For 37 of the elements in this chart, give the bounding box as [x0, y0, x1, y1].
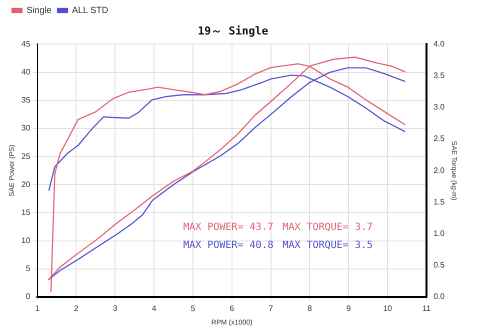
- x-tick-label: 8: [308, 304, 312, 314]
- y-tick-label: 35: [21, 96, 31, 105]
- y2-tick-label: 0.0: [433, 292, 446, 302]
- y-tick-label: 20: [21, 180, 31, 189]
- annotation: MAX POWER= 43.7: [183, 222, 274, 234]
- y2-tick-label: 1.0: [433, 229, 446, 238]
- y-tick-label: 5: [26, 264, 31, 274]
- chart-title: 19～ Single: [198, 24, 269, 38]
- y2-tick-label: 3.5: [433, 71, 446, 80]
- annotation: MAX POWER= 40.8: [183, 240, 274, 251]
- x-tick-label: 7: [268, 304, 274, 314]
- y-tick-label: 25: [21, 152, 31, 161]
- annotation: MAX TORQUE= 3.7: [282, 222, 373, 234]
- x-tick-label: 2: [74, 304, 79, 314]
- y-tick-label: 30: [21, 124, 31, 133]
- x-tick-label: 6: [230, 304, 235, 314]
- legend-label: ALL STD: [72, 4, 109, 15]
- y2-tick-label: 2.0: [433, 166, 446, 175]
- y2-tick-label: 4.0: [433, 39, 446, 48]
- y-tick-label: 0: [26, 292, 31, 302]
- x-tick-label: 5: [190, 304, 196, 314]
- legend-label: Single: [26, 4, 52, 15]
- y2-tick-label: 1.5: [433, 197, 446, 206]
- annotation: MAX TORQUE= 3.5: [282, 240, 373, 251]
- x-tick-label: 9: [346, 304, 352, 314]
- y2-tick-label: 2.5: [433, 134, 446, 144]
- y-tick-label: 10: [21, 236, 31, 246]
- y-tick-label: 15: [21, 208, 31, 217]
- y2-tick-label: 3.0: [433, 102, 446, 112]
- y-tick-label: 40: [21, 67, 31, 76]
- x-tick-label: 3: [112, 304, 118, 314]
- x-tick-label: 4: [152, 304, 157, 314]
- x-tick-label: 10: [383, 304, 393, 314]
- x-tick-label: 11: [422, 304, 432, 314]
- y-tick-label: 45: [21, 39, 31, 48]
- y2-tick-label: 0.5: [433, 260, 446, 270]
- x-tick-label: 1: [35, 304, 40, 314]
